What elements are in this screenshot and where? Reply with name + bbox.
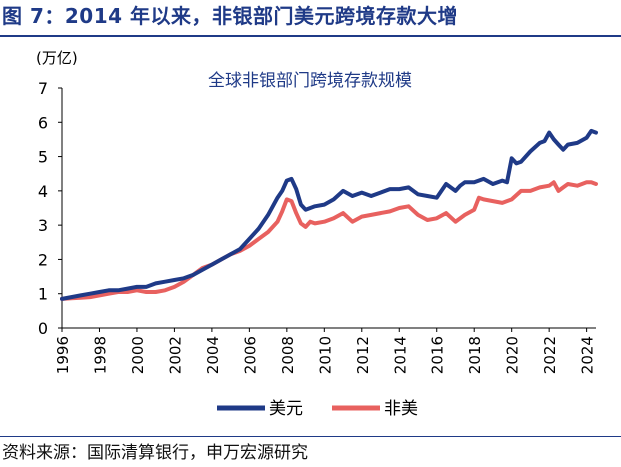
x-tick-label: 2000 <box>129 336 147 374</box>
y-tick-label: 1 <box>38 285 48 304</box>
legend: 美元 非美 <box>217 399 418 419</box>
x-tick-label: 2016 <box>429 336 447 374</box>
series-line-0 <box>60 128 598 301</box>
x-tick-label: 2008 <box>279 336 297 374</box>
x-tick-label: 2002 <box>166 336 184 374</box>
footer-divider <box>0 436 621 437</box>
line-chart: 0 1 2 3 4 5 6 7 1996 1998 2000 2002 2004 2006 2008 2010… <box>36 49 598 419</box>
x-tick-label: 1996 <box>54 336 72 374</box>
y-tick-label: 4 <box>38 182 48 201</box>
chart-title: 全球非银部门跨境存款规模 <box>208 71 412 91</box>
legend-label-0: 美元 <box>269 399 303 419</box>
legend-label-1: 非美 <box>384 399 418 419</box>
x-tick-label: 2004 <box>204 336 222 374</box>
x-tick-label: 2012 <box>354 336 372 374</box>
x-tick-label: 2024 <box>579 336 597 374</box>
y-tick-label: 2 <box>38 250 48 269</box>
figure-title: 图 7：2014 年以来，非银部门美元跨境存款大增 <box>2 4 459 28</box>
x-tick-label: 2014 <box>391 336 409 374</box>
y-tick-label: 0 <box>38 319 48 338</box>
x-tick-label: 2006 <box>241 336 259 374</box>
chart-container: 0 1 2 3 4 5 6 7 1996 1998 2000 2002 2004 2006 2008 2010… <box>0 40 621 433</box>
x-tick-label: 1998 <box>91 336 109 374</box>
source-note: 资料来源：国际清算银行，申万宏源研究 <box>2 443 308 463</box>
y-tick-label: 6 <box>38 113 48 132</box>
series-line-1 <box>60 180 598 301</box>
x-tick-label: 2022 <box>541 336 559 374</box>
y-tick-label: 5 <box>38 148 48 167</box>
y-tick-label: 7 <box>38 79 48 98</box>
series-layer <box>60 128 598 301</box>
x-tick-label: 2020 <box>504 336 522 374</box>
y-unit-label: (万亿) <box>36 49 78 67</box>
x-tick-label: 2010 <box>316 336 334 374</box>
x-tick-label: 2018 <box>466 336 484 374</box>
y-tick-label: 3 <box>38 216 48 235</box>
axes-layer: 0 1 2 3 4 5 6 7 1996 1998 2000 2002 2004 2006 2008 2010… <box>38 79 597 374</box>
title-divider <box>0 35 621 37</box>
